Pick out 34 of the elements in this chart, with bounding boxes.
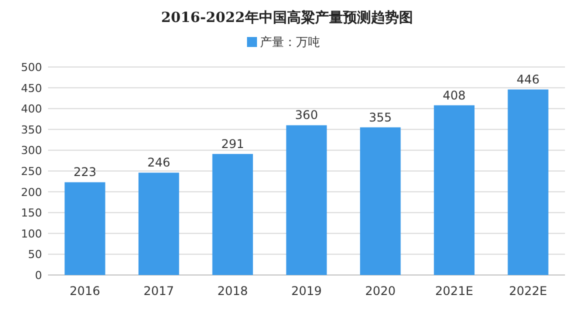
y-tick-label: 350: [21, 123, 42, 136]
bar: [360, 127, 401, 275]
data-label: 291: [221, 136, 244, 151]
bar: [138, 172, 180, 275]
y-tick-label: 150: [21, 206, 42, 220]
data-label: 446: [516, 72, 540, 86]
y-tick-label: 200: [21, 186, 42, 199]
y-tick-label: 400: [21, 102, 42, 116]
bar: [64, 182, 106, 275]
bar: [434, 105, 475, 275]
x-tick-label: 2017: [144, 284, 174, 298]
bar: [212, 154, 253, 275]
data-label: 223: [73, 165, 96, 180]
x-tick-label: 2021E: [435, 284, 474, 298]
y-tick-label: 50: [28, 248, 42, 262]
bar: [286, 125, 327, 275]
data-label: 360: [295, 108, 318, 122]
data-label: 355: [368, 110, 392, 124]
data-label: 408: [442, 88, 466, 102]
x-tick-label: 2020: [365, 284, 396, 298]
x-tick-label: 2022E: [509, 284, 548, 298]
legend-label: 产量：万吨: [260, 35, 320, 49]
chart-title: 2016-2022年中国高粱产量预测趋势图: [161, 9, 413, 26]
x-tick-label: 2018: [217, 284, 248, 298]
y-tick-label: 500: [21, 61, 42, 74]
y-tick-label: 300: [21, 144, 42, 158]
y-tick-label: 100: [21, 227, 42, 240]
y-tick-label: 450: [21, 82, 42, 95]
data-label: 246: [147, 156, 170, 170]
x-tick-label: 2016: [70, 284, 100, 298]
x-tick-label: 2019: [291, 284, 322, 298]
y-tick-label: 250: [21, 165, 42, 178]
y-tick-label: 0: [35, 269, 42, 282]
bar: [508, 89, 548, 275]
